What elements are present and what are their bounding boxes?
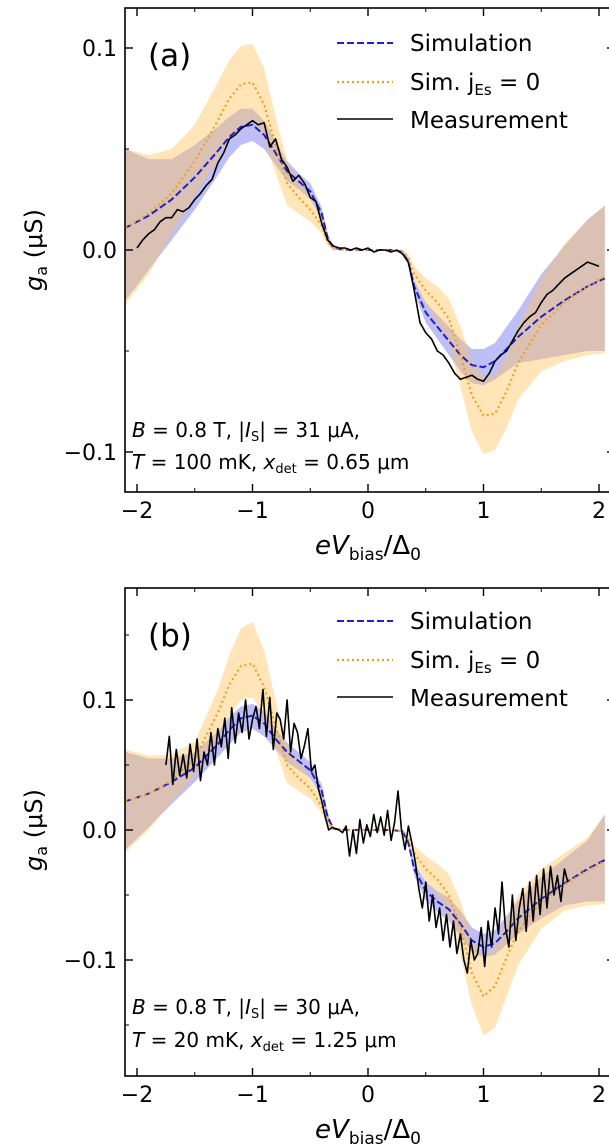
x-tick-label: 1 bbox=[477, 499, 491, 524]
panel-b-y-axis-label: ga (μS) bbox=[20, 789, 51, 871]
y-tick-label: −0.1 bbox=[64, 949, 117, 974]
legend-simulation-label: Simulation bbox=[410, 31, 533, 57]
x-tick-label: 0 bbox=[361, 499, 375, 524]
panel-b-label: (b) bbox=[148, 618, 192, 654]
panel-a: −2 −1 0 1 2 −0.1 0.0 0.1 (a) Simulation Sim. jE… bbox=[20, 7, 609, 565]
y-tick-label: 0.0 bbox=[82, 819, 117, 844]
x-tick-label: 2 bbox=[592, 499, 606, 524]
measurement-line bbox=[165, 688, 569, 974]
panel-b-bands bbox=[125, 622, 605, 1036]
panel-a-annotation: B = 0.8 T, |IS| = 31 μA, T = 100 mK, xde… bbox=[132, 418, 409, 477]
y-tick-label: 0.1 bbox=[82, 37, 117, 62]
panel-b-legend: Simulation Sim. jEs = 0 Measurement bbox=[337, 609, 568, 712]
legend-simulation-label: Simulation bbox=[410, 609, 533, 635]
x-tick-label: −2 bbox=[121, 499, 153, 524]
legend-measurement-label: Measurement bbox=[410, 686, 568, 712]
measurement-line bbox=[136, 119, 600, 383]
panel-b-ticks: −2 −1 0 1 2 −0.1 0.0 0.1 bbox=[64, 588, 609, 1108]
annotation-line-1: B = 0.8 T, |IS| = 31 μA, bbox=[132, 418, 360, 445]
panel-a-frame bbox=[124, 7, 609, 493]
sim-jes0-line bbox=[125, 81, 606, 417]
x-tick-label: 2 bbox=[592, 1083, 606, 1108]
x-tick-label: −1 bbox=[236, 1083, 268, 1108]
panel-b-x-axis-label: eVbias/Δ0 bbox=[315, 1115, 421, 1147]
x-tick-label: −2 bbox=[121, 1083, 153, 1108]
panel-a-lines bbox=[125, 81, 606, 417]
panel-a-ticks: −2 −1 0 1 2 −0.1 0.0 0.1 bbox=[64, 8, 609, 524]
legend-sim-jes0-label: Sim. jEs = 0 bbox=[410, 648, 540, 677]
annotation-line-1: B = 0.8 T, |IS| = 30 μA, bbox=[132, 995, 360, 1022]
x-tick-label: −1 bbox=[236, 499, 268, 524]
panel-b-lines bbox=[125, 662, 606, 998]
y-tick-label: 0.1 bbox=[82, 689, 117, 714]
panel-a-legend: Simulation Sim. jEs = 0 Measurement bbox=[337, 31, 568, 134]
legend-sim-jes0-label: Sim. jEs = 0 bbox=[410, 70, 540, 99]
panel-a-y-axis-label: ga (μS) bbox=[20, 209, 51, 291]
panel-b: −2 −1 0 1 2 −0.1 0.0 0.1 (b) Simulation Sim. jE… bbox=[20, 587, 609, 1147]
panel-b-frame bbox=[124, 587, 609, 1077]
annotation-line-2: T = 100 mK, xdet = 0.65 μm bbox=[132, 450, 409, 477]
x-tick-label: 1 bbox=[477, 1083, 491, 1108]
legend-measurement-label: Measurement bbox=[410, 108, 568, 134]
sim-jes0-band bbox=[125, 622, 605, 1036]
panel-b-annotation: B = 0.8 T, |IS| = 30 μA, T = 20 mK, xdet… bbox=[132, 995, 397, 1055]
panel-a-label: (a) bbox=[148, 38, 191, 74]
x-tick-label: 0 bbox=[361, 1083, 375, 1108]
y-tick-label: −0.1 bbox=[64, 441, 117, 466]
panel-a-x-axis-label: eVbias/Δ0 bbox=[315, 531, 421, 565]
annotation-line-2: T = 20 mK, xdet = 1.25 μm bbox=[132, 1028, 397, 1055]
y-tick-label: 0.0 bbox=[82, 239, 117, 264]
